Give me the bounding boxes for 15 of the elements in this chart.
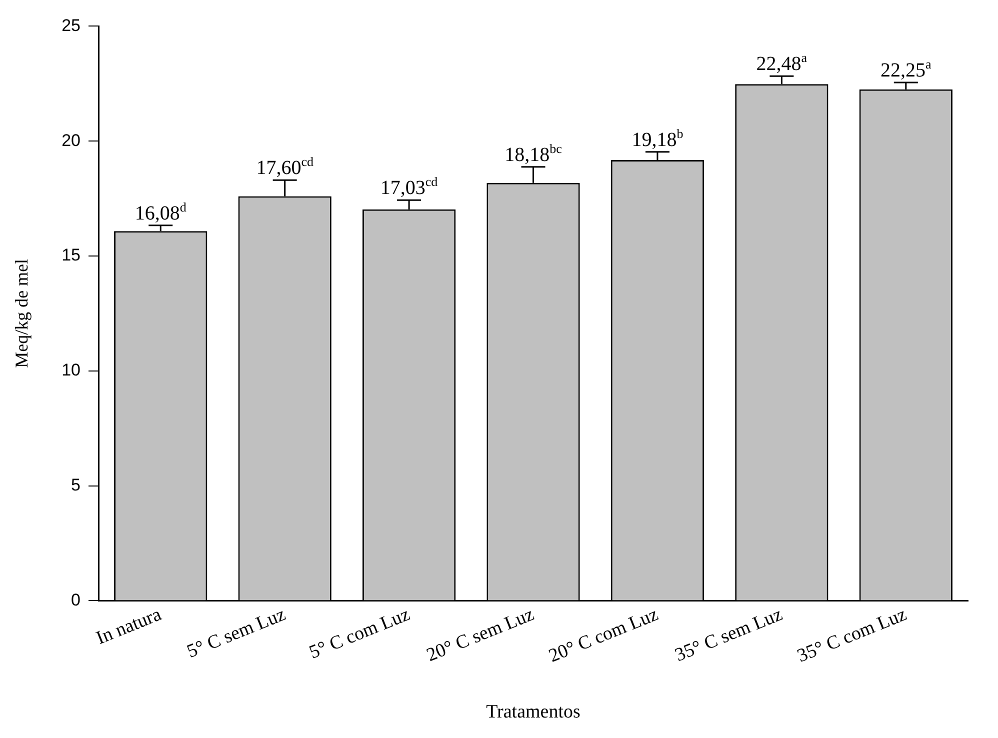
y-tick-label: 15	[62, 246, 81, 265]
y-axis-title: Meq/kg de mel	[12, 258, 32, 368]
x-tick-label: 20° C com Luz	[546, 604, 662, 667]
x-tick-label: In natura	[93, 604, 165, 650]
y-tick-label: 10	[62, 360, 81, 380]
x-tick-label: 35° C com Luz	[794, 604, 910, 667]
y-tick-label: 20	[62, 130, 81, 150]
y-tick-label: 5	[71, 475, 81, 494]
y-tick-label: 25	[62, 16, 81, 35]
x-tick-label: 35° C sem Luz	[672, 604, 786, 666]
x-tick-label: 5° C com Luz	[306, 604, 413, 664]
x-tick-label: 5° C sem Luz	[184, 604, 289, 663]
x-tick-label: 20° C sem Luz	[424, 604, 537, 666]
x-axis-title: Tratamentos	[486, 702, 580, 723]
y-tick-label: 0	[71, 590, 81, 610]
